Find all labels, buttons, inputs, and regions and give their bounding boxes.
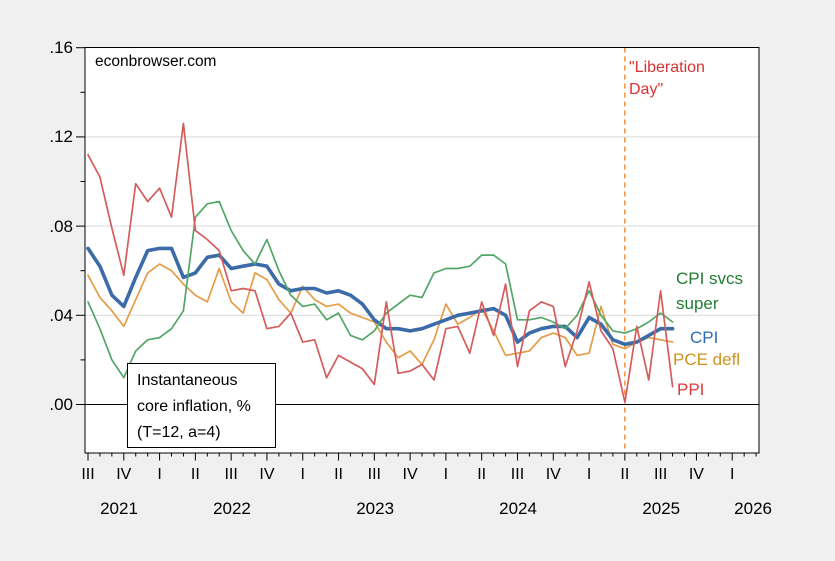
x-quarter-label: I — [586, 466, 592, 483]
series-label-cpi-svcs-super: CPI svcs super — [676, 269, 744, 313]
x-quarter-label: IV — [545, 466, 561, 483]
x-year-label: 2022 — [213, 499, 251, 518]
series-label-pce-defl: PCE defl — [673, 350, 741, 369]
x-quarter-label: III — [367, 466, 381, 483]
x-quarter-label: I — [157, 466, 162, 483]
y-tick-label: .04 — [49, 306, 73, 325]
annotation-box: Instantaneous core inflation, % (T=12, a… — [127, 363, 276, 448]
x-quarter-label: III — [510, 466, 525, 483]
x-quarter-label: I — [443, 466, 449, 483]
annotation-line: core inflation, % — [137, 398, 251, 415]
x-quarter-label: I — [300, 466, 305, 483]
x-quarter-label: II — [477, 466, 487, 483]
series-line-pce-defl — [87, 263, 674, 366]
y-tick-label: .16 — [49, 38, 73, 57]
x-quarter-label: III — [653, 466, 668, 483]
watermark-econbrowser: econbrowser.com — [95, 53, 217, 70]
y-tick-label: .00 — [49, 395, 73, 414]
x-quarter-label: IV — [688, 466, 704, 483]
series-label-ppi: PPI — [677, 380, 705, 399]
x-quarter-label: IV — [402, 466, 418, 483]
x-year-label: 2023 — [356, 499, 395, 518]
x-year-label: 2024 — [499, 499, 537, 518]
x-year-label: 2021 — [100, 499, 138, 518]
plot-frame — [84, 47, 760, 454]
x-quarter-label: II — [620, 466, 630, 483]
series-line-ppi — [87, 122, 674, 404]
x-quarter-label: II — [334, 466, 343, 483]
x-quarter-label: II — [190, 466, 200, 483]
x-quarter-label: I — [729, 466, 735, 483]
x-quarter-label: IV — [116, 466, 132, 483]
x-quarter-label: III — [81, 466, 95, 483]
series-line-cpi-svcs-super — [87, 200, 674, 379]
series-label-cpi: CPI — [690, 328, 719, 347]
x-year-label: 2026 — [734, 499, 772, 518]
y-tick-label: .12 — [49, 127, 73, 146]
y-tick-label: .08 — [49, 217, 73, 236]
x-quarter-label: IV — [259, 466, 275, 483]
x-quarter-label: III — [224, 466, 238, 483]
annotation-line: Instantaneous — [137, 372, 238, 389]
annotation-line: (T=12, a=4) — [137, 424, 221, 441]
x-year-label: 2025 — [642, 499, 681, 518]
liberation-day-label: "Liberation Day" — [629, 59, 705, 98]
